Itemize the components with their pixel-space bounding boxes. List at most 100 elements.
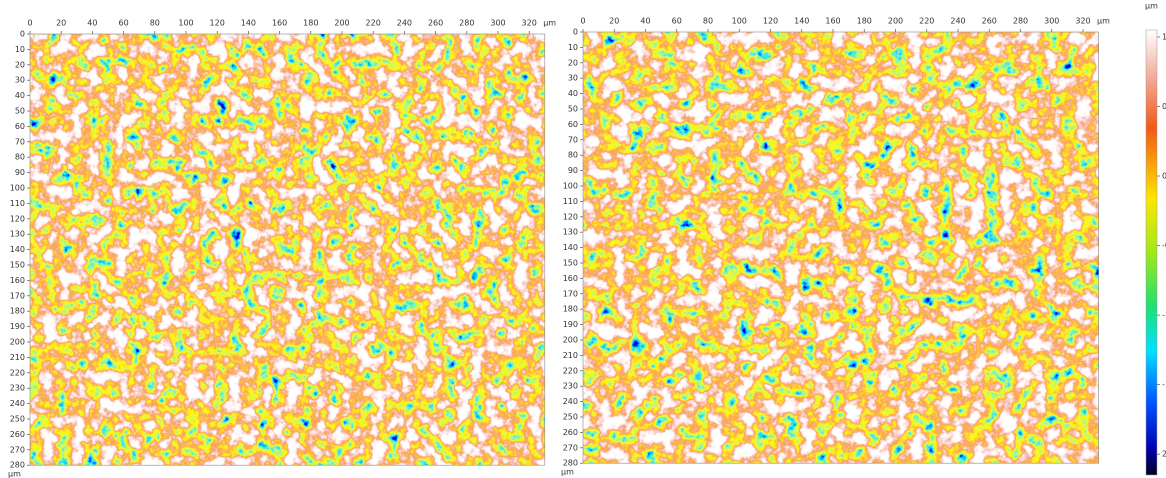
height-map <box>30 34 545 466</box>
x-tick-label: 60 <box>672 17 682 26</box>
y-unit: μm <box>561 468 574 477</box>
y-tick-label: 90 <box>568 166 578 175</box>
y-tick-label: 110 <box>10 199 25 208</box>
x-tick-label: 220 <box>366 19 381 28</box>
y-tick-label: 190 <box>10 322 25 331</box>
colorbar-tick-label: 0.5 <box>1162 102 1166 111</box>
x-tick-label: 80 <box>150 19 160 28</box>
y-unit: μm <box>8 470 21 478</box>
x-tick-label: 100 <box>178 19 193 28</box>
y-tick-label: 260 <box>563 428 578 437</box>
y-tick-label: 40 <box>568 89 578 98</box>
x-tick-label: 240 <box>950 17 965 26</box>
y-tick-label: 230 <box>563 382 578 391</box>
x-tick-label: 280 <box>1013 17 1028 26</box>
x-tick-label: 300 <box>490 19 505 28</box>
y-tick-label: 100 <box>563 182 578 191</box>
x-tick-label: 100 <box>732 17 747 26</box>
y-tick-label: 50 <box>568 105 578 114</box>
y-tick-label: 180 <box>10 307 25 316</box>
y-tick-label: 210 <box>10 353 25 362</box>
x-unit: μm <box>543 19 556 28</box>
y-tick-label: 270 <box>10 445 25 454</box>
x-tick-label: 180 <box>857 17 872 26</box>
x-tick-label: 120 <box>210 19 225 28</box>
x-tick-label: 200 <box>334 19 349 28</box>
y-tick-label: 0 <box>20 30 25 39</box>
colorbar-tick-label: -1.5 <box>1162 380 1166 389</box>
height-map <box>583 32 1099 464</box>
x-tick-label: 120 <box>763 17 778 26</box>
x-tick-label: 320 <box>1075 17 1090 26</box>
x-tick-label: 0 <box>27 19 32 28</box>
y-tick-label: 160 <box>563 274 578 283</box>
y-tick-label: 270 <box>563 443 578 452</box>
y-tick-label: 250 <box>563 413 578 422</box>
y-tick-label: 260 <box>10 430 25 439</box>
y-tick-label: 100 <box>10 184 25 193</box>
colorbar-tick-label: 0.0 <box>1162 172 1166 181</box>
y-tick-label: 190 <box>563 320 578 329</box>
y-tick-label: 150 <box>10 261 25 270</box>
y-tick-label: 130 <box>10 230 25 239</box>
y-tick-label: 280 <box>563 459 578 468</box>
x-tick-label: 280 <box>459 19 474 28</box>
y-tick-label: 70 <box>568 135 578 144</box>
y-tick-label: 120 <box>10 214 25 223</box>
y-tick-label: 220 <box>10 368 25 377</box>
y-tick-label: 170 <box>10 291 25 300</box>
y-tick-label: 180 <box>563 305 578 314</box>
y-tick-label: 240 <box>563 397 578 406</box>
y-tick-label: 20 <box>15 60 25 69</box>
x-tick-label: 300 <box>1044 17 1059 26</box>
x-tick-label: 40 <box>87 19 97 28</box>
y-tick-label: 140 <box>563 243 578 252</box>
x-tick-label: 220 <box>919 17 934 26</box>
x-tick-label: 140 <box>241 19 256 28</box>
y-tick-label: 70 <box>15 137 25 146</box>
y-tick-label: 170 <box>563 289 578 298</box>
x-tick-label: 80 <box>703 17 713 26</box>
y-tick-label: 30 <box>568 74 578 83</box>
y-tick-label: 10 <box>15 45 25 54</box>
y-tick-label: 80 <box>15 153 25 162</box>
x-tick-label: 200 <box>888 17 903 26</box>
x-tick-label: 160 <box>825 17 840 26</box>
y-tick-label: 160 <box>10 276 25 285</box>
x-tick-label: 20 <box>56 19 66 28</box>
y-tick-label: 10 <box>568 43 578 52</box>
y-tick-label: 150 <box>563 259 578 268</box>
y-tick-label: 40 <box>15 91 25 100</box>
y-tick-label: 60 <box>15 122 25 131</box>
colorbar-tick-label: 1.0 <box>1162 32 1166 41</box>
y-tick-label: 240 <box>10 399 25 408</box>
colorbar-tick-label: -0.5 <box>1162 241 1166 250</box>
x-unit: μm <box>1097 17 1110 26</box>
y-tick-label: 140 <box>10 245 25 254</box>
y-tick-label: 200 <box>10 338 25 347</box>
colorbar <box>1145 29 1158 476</box>
y-tick-label: 0 <box>573 28 578 37</box>
x-tick-label: 260 <box>428 19 443 28</box>
y-tick-label: 90 <box>15 168 25 177</box>
y-tick-label: 60 <box>568 120 578 129</box>
colorbar-unit: μm <box>1145 2 1158 11</box>
y-tick-label: 80 <box>568 151 578 160</box>
y-tick-label: 210 <box>563 351 578 360</box>
y-tick-label: 30 <box>15 76 25 85</box>
y-tick-label: 200 <box>563 336 578 345</box>
y-tick-label: 130 <box>563 228 578 237</box>
colorbar-tick-label: -1.0 <box>1162 311 1166 320</box>
y-tick-label: 220 <box>563 366 578 375</box>
y-tick-label: 50 <box>15 107 25 116</box>
x-tick-label: 0 <box>580 17 585 26</box>
x-tick-label: 20 <box>609 17 619 26</box>
x-tick-label: 240 <box>397 19 412 28</box>
y-tick-label: 250 <box>10 415 25 424</box>
y-tick-label: 120 <box>563 212 578 221</box>
y-tick-label: 110 <box>563 197 578 206</box>
x-tick-label: 140 <box>794 17 809 26</box>
y-tick-label: 230 <box>10 384 25 393</box>
colorbar-tick-label: 2.0 <box>1162 450 1166 459</box>
